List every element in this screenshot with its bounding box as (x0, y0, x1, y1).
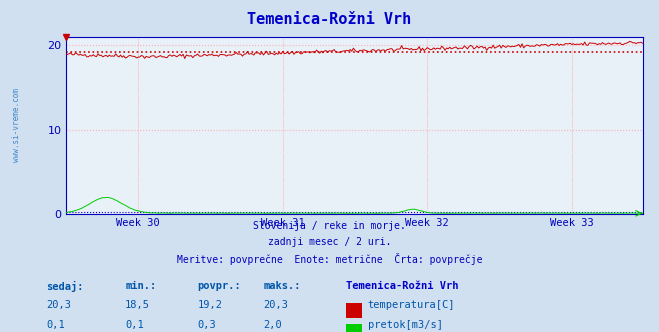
Text: 2,0: 2,0 (264, 320, 282, 330)
Text: 0,3: 0,3 (198, 320, 216, 330)
Text: Slovenija / reke in morje.: Slovenija / reke in morje. (253, 221, 406, 231)
Text: povpr.:: povpr.: (198, 281, 241, 290)
Text: temperatura[C]: temperatura[C] (368, 300, 455, 310)
Text: maks.:: maks.: (264, 281, 301, 290)
Text: 0,1: 0,1 (46, 320, 65, 330)
Text: www.si-vreme.com: www.si-vreme.com (13, 88, 21, 162)
Text: 20,3: 20,3 (264, 300, 289, 310)
Text: 0,1: 0,1 (125, 320, 144, 330)
Text: min.:: min.: (125, 281, 156, 290)
Text: 19,2: 19,2 (198, 300, 223, 310)
Text: pretok[m3/s]: pretok[m3/s] (368, 320, 443, 330)
Text: sedaj:: sedaj: (46, 281, 84, 291)
Text: 18,5: 18,5 (125, 300, 150, 310)
Text: Temenica-Rožni Vrh: Temenica-Rožni Vrh (346, 281, 459, 290)
Text: zadnji mesec / 2 uri.: zadnji mesec / 2 uri. (268, 237, 391, 247)
Text: Meritve: povprečne  Enote: metrične  Črta: povprečje: Meritve: povprečne Enote: metrične Črta:… (177, 253, 482, 265)
Text: Temenica-Rožni Vrh: Temenica-Rožni Vrh (247, 12, 412, 27)
Text: 20,3: 20,3 (46, 300, 71, 310)
